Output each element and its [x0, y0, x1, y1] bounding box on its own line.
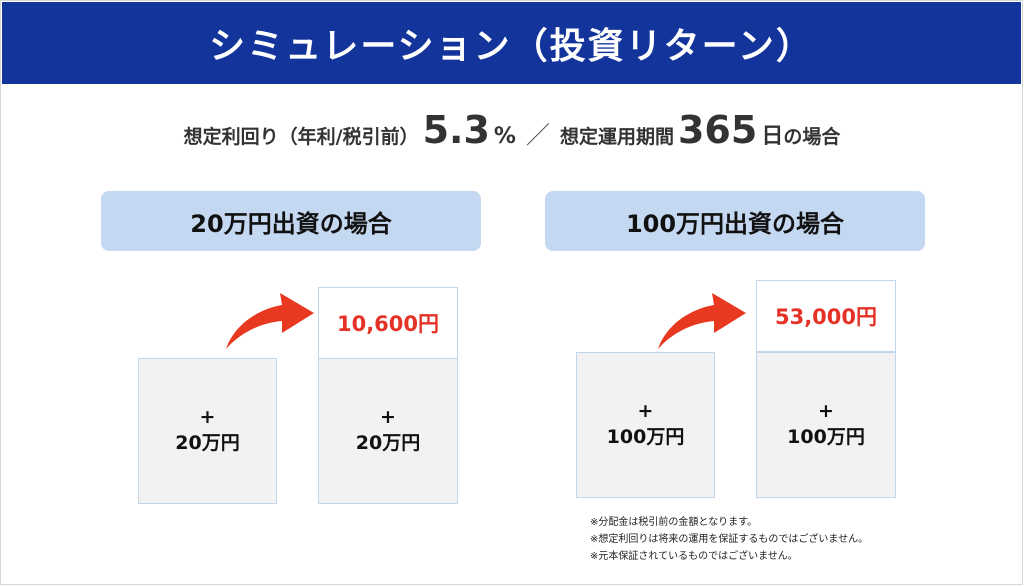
curved-arrow-icon [226, 293, 314, 349]
note-line: ※分配金は税引前の金額となります。 [590, 517, 758, 528]
note-line: ※元本保証されているものではございません。 [590, 551, 798, 562]
curved-arrow-icon [658, 293, 746, 349]
note-line: ※想定利回りは将来の運用を保証するものではございません。 [590, 534, 869, 545]
plus-sign: + [380, 406, 396, 429]
period-suffix: の場合 [783, 126, 841, 148]
scenario-title-100man: 100万円出資の場合 [545, 191, 925, 251]
scenario-title-text: 20万円出資の場合 [190, 209, 392, 238]
disclaimer-notes: ※分配金は税引前の金額となります。 ※想定利回りは将来の運用を保証するものではご… [590, 514, 868, 565]
final-amount: 100万円 [787, 426, 865, 448]
separator: ／ [525, 121, 550, 149]
gain-amount: 53,000円 [774, 305, 878, 329]
gain-box-100man: 53,000円 [756, 280, 896, 352]
final-box-100man: + 100万円 [756, 352, 896, 498]
period-label: 想定運用期間 [559, 126, 674, 148]
final-amount: 20万円 [355, 432, 421, 454]
rate-label: 想定利回り（年利/税引前） [183, 126, 419, 148]
scenario-title-text: 100万円出資の場合 [625, 209, 845, 238]
scenario-title-20man: 20万円出資の場合 [101, 191, 481, 251]
initial-amount: 20万円 [175, 432, 240, 454]
initial-box-100man: + 100万円 [576, 352, 715, 498]
plus-sign: + [818, 400, 834, 423]
period-value: 365 [677, 108, 758, 152]
gain-box-20man: 10,600円 [318, 287, 458, 359]
plus-sign: + [637, 400, 654, 423]
period-unit: 日 [761, 124, 784, 149]
initial-box-20man: + 20万円 [138, 358, 277, 504]
assumption-line: 想定利回り（年利/税引前） 5.3 % ／ 想定運用期間 365 日 の場合 [0, 108, 1024, 168]
rate-value: 5.3 [422, 108, 490, 152]
initial-amount: 100万円 [606, 426, 685, 448]
plus-sign: + [199, 406, 216, 429]
gain-amount: 10,600円 [336, 312, 440, 336]
final-box-20man: + 20万円 [318, 358, 458, 504]
header-banner: シミュレーション（投資リターン） [2, 2, 1021, 84]
page-title: シミュレーション（投資リターン） [209, 26, 814, 67]
rate-unit: % [493, 124, 516, 149]
